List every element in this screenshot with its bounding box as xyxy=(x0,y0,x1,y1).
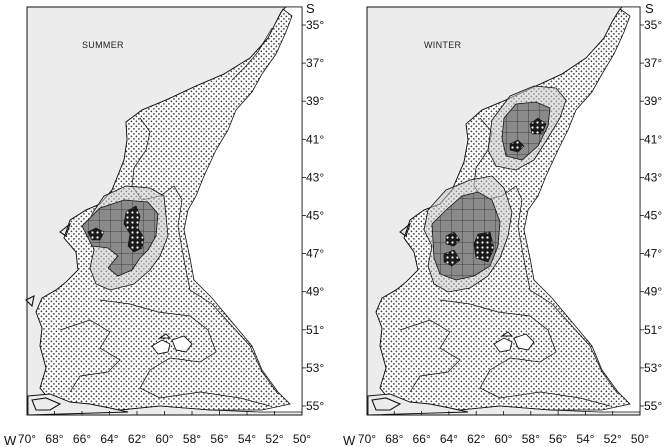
lon-label: 64° xyxy=(440,432,458,446)
summer-core-1 xyxy=(123,205,145,253)
winter-core-north-2 xyxy=(509,139,525,153)
winter-isobath-3 xyxy=(399,319,461,393)
lon-label: 52° xyxy=(604,432,622,446)
lat-label: 55° xyxy=(644,399,662,413)
lon-label: 50° xyxy=(631,432,649,446)
summer-isobath-4 xyxy=(231,27,273,81)
lat-label: 47° xyxy=(306,247,324,261)
winter-lon-labels: 70° 68° 66° 64° 62° 60° 58° 56° 54° 52° 50° xyxy=(358,432,649,446)
summer-land-south xyxy=(27,393,129,416)
lat-label: 49° xyxy=(306,285,324,299)
summer-land-fragments xyxy=(25,222,72,411)
lat-label: 45° xyxy=(306,209,324,223)
winter-core-south-2 xyxy=(443,249,461,267)
summer-lon-unit: W xyxy=(4,433,17,447)
lon-label: 64° xyxy=(100,432,118,446)
lon-label: 68° xyxy=(385,432,403,446)
lon-label: 70° xyxy=(18,432,36,446)
winter-isobath-2 xyxy=(439,299,611,407)
lon-label: 62° xyxy=(467,432,485,446)
summer-panel: SUMMER S W 35° 37° 39° 41° 43° 45° 47° 49° 51° 53… xyxy=(4,1,324,447)
summer-lat-labels: 35° 37° 39° 41° 43° 45° 47° 49° 51° 53° 55° xyxy=(306,18,324,413)
lon-label: 66° xyxy=(73,432,91,446)
lon-label: 60° xyxy=(155,432,173,446)
lat-label: 49° xyxy=(644,285,662,299)
lat-label: 45° xyxy=(644,209,662,223)
winter-core-north-1 xyxy=(529,117,547,135)
lat-label: 41° xyxy=(644,132,662,146)
lat-label: 35° xyxy=(644,18,662,32)
lon-label: 66° xyxy=(413,432,431,446)
summer-isobath-1 xyxy=(131,117,279,395)
summer-axis-ticks xyxy=(26,24,306,415)
lat-label: 39° xyxy=(644,94,662,108)
lat-label: 37° xyxy=(644,56,662,70)
lat-label: 51° xyxy=(306,323,324,337)
winter-land-south xyxy=(367,393,469,416)
lon-label: 52° xyxy=(265,432,283,446)
winter-lat-unit: S xyxy=(645,1,654,16)
lat-label: 39° xyxy=(306,94,324,108)
lat-label: 55° xyxy=(306,399,324,413)
winter-title: WINTER xyxy=(424,40,461,50)
lon-label: 58° xyxy=(183,432,201,446)
summer-lat-unit: S xyxy=(306,1,315,16)
lon-label: 56° xyxy=(210,432,228,446)
summer-isobath-3 xyxy=(59,319,121,393)
summer-islands xyxy=(151,333,193,355)
summer-core-2 xyxy=(87,227,105,241)
lat-label: 35° xyxy=(306,18,324,32)
summer-title: SUMMER xyxy=(82,40,124,50)
lon-label: 60° xyxy=(494,432,512,446)
summer-isobath-2 xyxy=(99,299,271,407)
lon-label: 54° xyxy=(576,432,594,446)
lon-label: 58° xyxy=(522,432,540,446)
lon-label: 68° xyxy=(45,432,63,446)
winter-core-south-3 xyxy=(473,231,495,263)
winter-lon-unit: W xyxy=(343,433,356,447)
lat-label: 53° xyxy=(644,361,662,375)
winter-panel: WINTER S W 35° 37° 39° 41° 43° 45° 47° 49° 51° 53… xyxy=(343,1,662,447)
winter-land-fragments xyxy=(371,222,412,411)
winter-islands xyxy=(493,331,535,353)
lat-label: 51° xyxy=(644,323,662,337)
lon-label: 50° xyxy=(293,432,311,446)
lat-label: 43° xyxy=(306,170,324,184)
winter-isobath-1 xyxy=(473,117,619,395)
lat-label: 41° xyxy=(306,132,324,146)
lon-label: 70° xyxy=(358,432,376,446)
winter-axis-ticks xyxy=(366,24,644,415)
lon-label: 54° xyxy=(238,432,256,446)
winter-core-south-1 xyxy=(445,231,461,247)
summer-lon-labels: 70° 68° 66° 64° 62° 60° 58° 56° 54° 52° 50° xyxy=(18,432,311,446)
winter-lat-labels: 35° 37° 39° 41° 43° 45° 47° 49° 51° 53° 55° xyxy=(644,18,662,413)
lon-label: 62° xyxy=(128,432,146,446)
lat-label: 43° xyxy=(644,170,662,184)
lat-label: 47° xyxy=(644,247,662,261)
lat-label: 53° xyxy=(306,361,324,375)
lon-label: 56° xyxy=(549,432,567,446)
lat-label: 37° xyxy=(306,56,324,70)
